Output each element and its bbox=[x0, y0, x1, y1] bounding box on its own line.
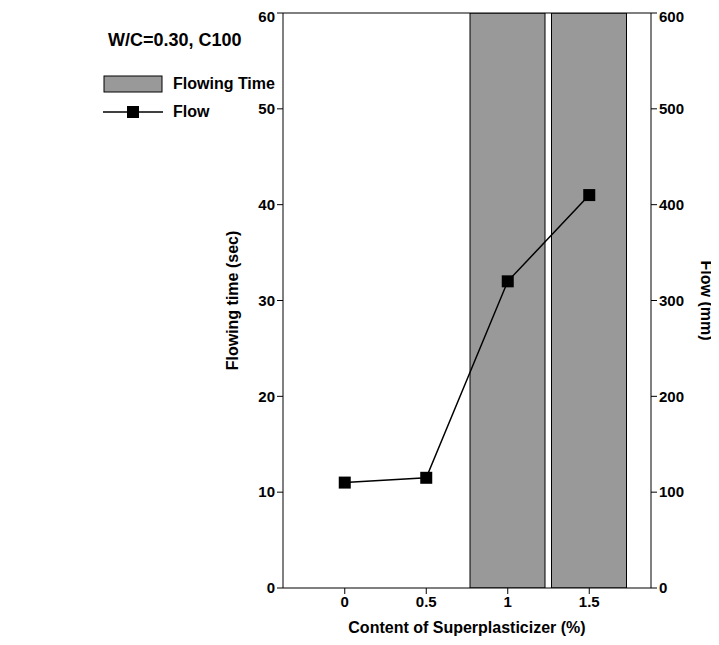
svg-text:0: 0 bbox=[341, 593, 349, 610]
svg-text:Flow (mm): Flow (mm) bbox=[698, 261, 711, 341]
svg-text:1.5: 1.5 bbox=[579, 593, 600, 610]
html-text:Flow: Flow bbox=[173, 103, 210, 120]
svg-text:0.5: 0.5 bbox=[416, 593, 437, 610]
svg-text:200: 200 bbox=[659, 388, 684, 405]
html-text:Flowing Time: Flowing Time bbox=[173, 75, 275, 92]
svg-text:10: 10 bbox=[258, 483, 275, 500]
svg-text:20: 20 bbox=[258, 388, 275, 405]
svg-text:40: 40 bbox=[258, 196, 275, 213]
svg-text:400: 400 bbox=[659, 196, 684, 213]
svg-text:600: 600 bbox=[659, 8, 684, 25]
svg-text:300: 300 bbox=[659, 292, 684, 309]
svg-text:1: 1 bbox=[504, 593, 512, 610]
svg-text:60: 60 bbox=[258, 8, 275, 25]
html-text:W/C=0.30, C100: W/C=0.30, C100 bbox=[108, 30, 242, 50]
svg-text:0: 0 bbox=[267, 579, 275, 596]
svg-text:100: 100 bbox=[659, 483, 684, 500]
svg-text:50: 50 bbox=[258, 100, 275, 117]
svg-text:Content of Superplasticizer (%: Content of Superplasticizer (%) bbox=[348, 619, 585, 636]
svg-text:Flowing time (sec): Flowing time (sec) bbox=[224, 231, 241, 371]
svg-text:0: 0 bbox=[659, 579, 667, 596]
svg-text:30: 30 bbox=[258, 292, 275, 309]
svg-text:500: 500 bbox=[659, 100, 684, 117]
